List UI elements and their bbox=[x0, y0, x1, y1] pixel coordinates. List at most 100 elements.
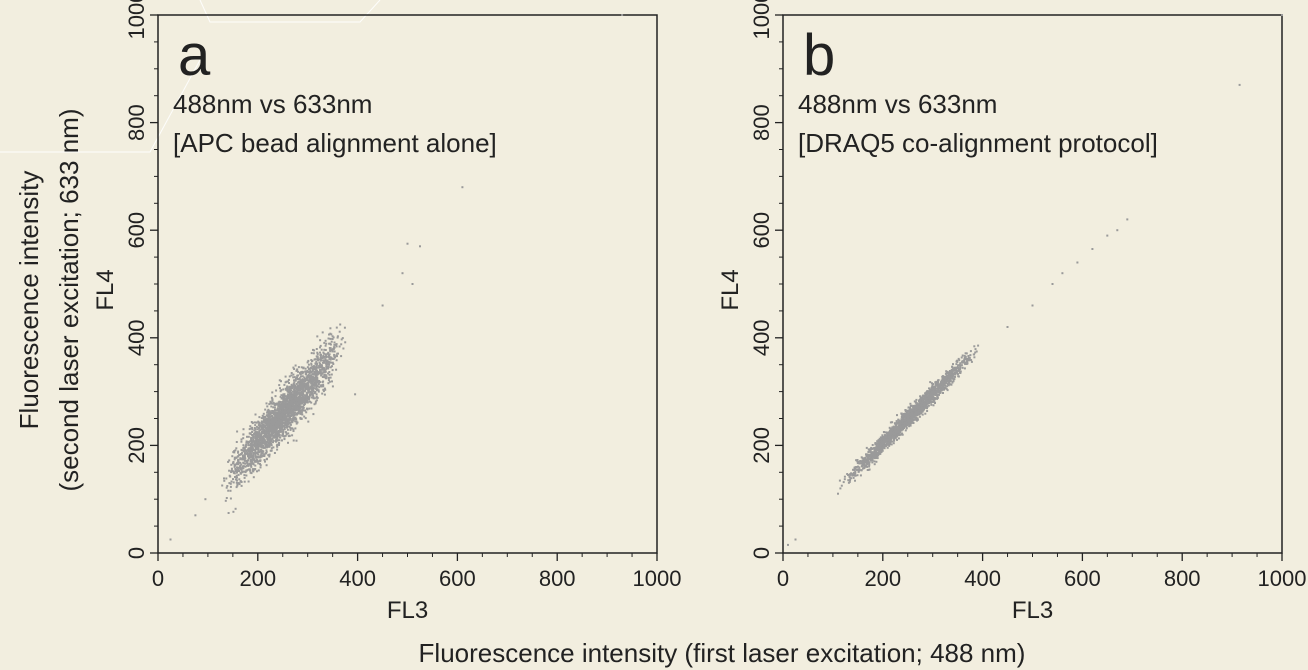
data-point bbox=[967, 355, 970, 357]
outlier-point bbox=[461, 186, 464, 189]
data-point bbox=[889, 443, 892, 446]
data-point bbox=[322, 359, 325, 362]
data-point bbox=[253, 433, 256, 436]
data-point bbox=[837, 492, 839, 495]
x-tick-label-a: 1000 bbox=[633, 566, 682, 591]
data-point bbox=[905, 426, 908, 429]
data-point bbox=[286, 421, 289, 424]
data-point bbox=[870, 458, 873, 460]
data-point bbox=[331, 349, 334, 352]
data-point bbox=[313, 384, 316, 387]
data-point bbox=[228, 482, 231, 485]
data-point bbox=[259, 454, 262, 457]
shared-ylabel-line2: (second laser excitation; 633 nm) bbox=[54, 109, 84, 492]
data-point bbox=[904, 414, 907, 417]
x-tick-label-b: 1000 bbox=[1258, 566, 1307, 591]
data-point bbox=[287, 391, 290, 394]
data-point bbox=[252, 463, 255, 466]
data-point bbox=[263, 433, 266, 436]
data-point bbox=[240, 468, 243, 471]
data-point bbox=[868, 461, 871, 464]
data-point bbox=[327, 351, 330, 354]
y-tick-label-b: 200 bbox=[749, 427, 774, 464]
data-point bbox=[322, 383, 325, 386]
data-point bbox=[291, 403, 294, 405]
data-point bbox=[319, 356, 322, 359]
data-point bbox=[239, 457, 242, 460]
data-point bbox=[265, 452, 268, 455]
data-point bbox=[287, 405, 290, 408]
data-point bbox=[938, 386, 941, 389]
data-point bbox=[882, 441, 885, 444]
data-point bbox=[283, 383, 286, 386]
x-axis-label-a: FL3 bbox=[387, 597, 428, 624]
data-point bbox=[322, 371, 325, 374]
data-point bbox=[303, 376, 306, 379]
data-point bbox=[869, 453, 872, 456]
outlier-point bbox=[1076, 261, 1079, 264]
data-point bbox=[267, 431, 270, 434]
data-point bbox=[881, 438, 884, 441]
data-point bbox=[888, 441, 891, 444]
data-point bbox=[931, 383, 934, 386]
data-point bbox=[301, 413, 304, 416]
data-point bbox=[310, 401, 313, 404]
data-point bbox=[919, 404, 922, 407]
data-point bbox=[935, 393, 938, 396]
data-point bbox=[246, 451, 249, 454]
data-point bbox=[264, 435, 267, 438]
data-point bbox=[235, 469, 238, 472]
data-point bbox=[872, 456, 875, 458]
data-point bbox=[935, 392, 938, 395]
data-point bbox=[904, 409, 907, 411]
data-point bbox=[257, 424, 260, 427]
data-point bbox=[933, 400, 936, 403]
data-point bbox=[915, 406, 918, 409]
data-point bbox=[307, 391, 310, 394]
data-point bbox=[923, 403, 926, 406]
data-point bbox=[292, 376, 295, 379]
data-point bbox=[264, 432, 267, 435]
data-point bbox=[261, 432, 263, 435]
data-point bbox=[330, 373, 333, 376]
data-point bbox=[261, 426, 264, 429]
data-point bbox=[249, 454, 252, 456]
data-point bbox=[276, 409, 279, 412]
data-point bbox=[277, 422, 280, 425]
data-point bbox=[271, 419, 274, 422]
data-point bbox=[323, 352, 326, 355]
data-point bbox=[328, 356, 331, 358]
data-point bbox=[332, 336, 335, 339]
data-point bbox=[294, 395, 297, 398]
data-point bbox=[902, 425, 905, 428]
data-point bbox=[284, 407, 287, 410]
data-point bbox=[294, 420, 297, 423]
data-point bbox=[270, 447, 273, 450]
data-point bbox=[315, 393, 318, 396]
data-point bbox=[307, 368, 310, 370]
data-point bbox=[249, 425, 252, 428]
data-point bbox=[244, 452, 247, 455]
data-point bbox=[949, 373, 952, 376]
shared-xlabel: Fluorescence intensity (first laser exci… bbox=[419, 638, 1026, 668]
data-point bbox=[855, 459, 858, 462]
data-point bbox=[889, 435, 892, 438]
data-point bbox=[904, 424, 907, 427]
data-point bbox=[285, 425, 288, 427]
data-point bbox=[921, 410, 924, 413]
data-point bbox=[335, 326, 338, 329]
data-point bbox=[308, 375, 311, 378]
data-point bbox=[278, 419, 281, 422]
data-point bbox=[967, 359, 970, 361]
data-point bbox=[920, 411, 923, 413]
data-point bbox=[308, 407, 311, 410]
data-point bbox=[254, 456, 257, 459]
data-point bbox=[270, 434, 273, 437]
data-point bbox=[901, 422, 904, 425]
data-point bbox=[322, 351, 325, 354]
data-point bbox=[912, 406, 915, 409]
data-point bbox=[282, 415, 285, 418]
data-point bbox=[283, 417, 286, 420]
data-point bbox=[266, 431, 269, 434]
data-point bbox=[283, 411, 286, 414]
